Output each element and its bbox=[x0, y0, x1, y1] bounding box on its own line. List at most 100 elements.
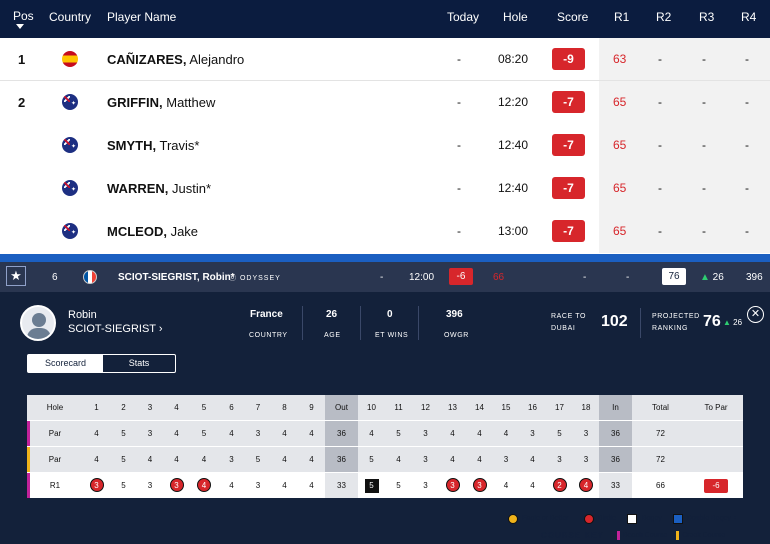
ranking-movement: ▲ 26 bbox=[700, 272, 724, 283]
scorecard-score-cell: 4 bbox=[573, 473, 599, 498]
star-favourite-icon[interactable]: ★ bbox=[6, 266, 26, 286]
player-name[interactable]: MCLEOD, Jake bbox=[107, 224, 199, 239]
chevron-down-icon[interactable] bbox=[16, 24, 24, 29]
round4-score: - bbox=[745, 181, 749, 195]
row-divider bbox=[0, 80, 770, 81]
scorecard-par-cell: 5 bbox=[358, 447, 385, 472]
bogey-legend-label: Bogey bbox=[642, 515, 662, 522]
scorecard-par-cell: 4 bbox=[83, 421, 110, 446]
header-r2: R2 bbox=[656, 10, 672, 24]
leaderboard-row[interactable]: MCLEOD, Jake - 13:00 -7 65 - - - bbox=[0, 210, 770, 253]
leaderboard-row[interactable]: 1 CAÑIZARES, Alejandro - 08:20 -9 63 - -… bbox=[0, 38, 770, 81]
birdie-marker: 3 bbox=[89, 478, 104, 492]
scorecard-hole-header: 15 bbox=[493, 395, 519, 420]
round4-score: - bbox=[745, 95, 749, 109]
double-bogey-legend-icon bbox=[673, 514, 683, 524]
accent-bar bbox=[0, 254, 770, 262]
tab-stats[interactable]: Stats bbox=[128, 358, 150, 368]
scorecard-par-cell: 4 bbox=[271, 447, 298, 472]
race-label-2: DUBAI bbox=[551, 325, 576, 332]
australia-flag-icon bbox=[62, 223, 78, 239]
scorecard-score-cell: 33 bbox=[599, 473, 632, 498]
beach-course-marker bbox=[27, 421, 30, 446]
sponsor-logo: ⓞ ODYSSEY bbox=[229, 275, 281, 282]
today-score: - bbox=[457, 181, 461, 195]
hole-time: 12:20 bbox=[498, 95, 529, 109]
scorecard-par-cell: 4 bbox=[439, 421, 466, 446]
leaderboard-header: Pos Country Player Name Today Hole Score… bbox=[0, 0, 770, 38]
player-name[interactable]: GRIFFIN, Matthew bbox=[107, 95, 216, 110]
selected-player-row[interactable]: ★ 6 SCIOT-SIEGRIST, Robin* ⓞ ODYSSEY - 1… bbox=[0, 262, 770, 292]
birdie-marker: 3 bbox=[472, 478, 487, 492]
scorecard-hole-header: 4 bbox=[163, 395, 190, 420]
scorecard-score-cell: 3 bbox=[439, 473, 466, 498]
today-score: - bbox=[457, 224, 461, 238]
hole-time: 12:40 bbox=[498, 181, 529, 195]
scorecard-par-cell: 4 bbox=[493, 421, 519, 446]
scorecard-par-cell: 36 bbox=[325, 421, 358, 446]
leaderboard-row[interactable]: 2 GRIFFIN, Matthew - 12:20 -7 65 - - - bbox=[0, 81, 770, 124]
scorecard-hole-header: 13 bbox=[439, 395, 466, 420]
total-score-badge: -6 bbox=[449, 268, 473, 285]
round1-score: 65 bbox=[613, 138, 627, 152]
scorecard-par-cell: 3 bbox=[519, 421, 546, 446]
scorecard-par-cell: 3 bbox=[245, 421, 271, 446]
scorecard-par-cell: 4 bbox=[163, 447, 190, 472]
player-name[interactable]: SCIOT-SIEGRIST, Robin* bbox=[118, 272, 235, 283]
creek-course-label: Creek Course bbox=[682, 532, 726, 539]
total-score-badge: -7 bbox=[552, 220, 585, 242]
scorecard-score-cell: 5 bbox=[121, 481, 126, 490]
round3-score: - bbox=[626, 272, 630, 283]
header-pos[interactable]: Pos bbox=[13, 9, 34, 23]
projected-movement: ▲ 26 bbox=[723, 318, 743, 327]
position: 6 bbox=[52, 272, 58, 283]
scorecard-score-cell: 3 bbox=[423, 481, 428, 490]
scorecard-par-cell: 3 bbox=[218, 447, 245, 472]
australia-flag-icon bbox=[62, 94, 78, 110]
today-score: - bbox=[457, 138, 461, 152]
player-name[interactable]: WARREN, Justin* bbox=[107, 181, 212, 196]
scorecard-par-cell: 4 bbox=[218, 421, 245, 446]
scorecard-hole-header: Total bbox=[632, 395, 689, 420]
scorecard-par-cell: 4 bbox=[298, 447, 325, 472]
round1-score: 65 bbox=[613, 95, 627, 109]
projected-label: PROJECTED bbox=[652, 313, 700, 320]
player-name[interactable]: SMYTH, Travis* bbox=[107, 138, 200, 153]
player-avatar bbox=[20, 305, 56, 341]
scorecard-par-cell: 4 bbox=[83, 447, 110, 472]
scorecard-score-cell: 3 bbox=[147, 481, 153, 490]
bogey-legend-icon bbox=[627, 514, 637, 524]
player-profile-link[interactable]: SCIOT-SIEGRIST › bbox=[68, 323, 163, 335]
scorecard-par-cell: 3 bbox=[573, 421, 599, 446]
close-icon[interactable]: ✕ bbox=[747, 306, 764, 323]
scorecard-hole-header: Out bbox=[325, 395, 358, 420]
total-score-badge: -9 bbox=[552, 48, 585, 70]
leaderboard-row[interactable]: WARREN, Justin* - 12:40 -7 65 - - - bbox=[0, 167, 770, 210]
header-r1: R1 bbox=[614, 10, 630, 24]
scorecard-score-cell: 33 bbox=[325, 473, 358, 498]
round3-score: - bbox=[702, 224, 706, 238]
tab-scorecard[interactable]: Scorecard bbox=[28, 355, 103, 372]
round2-score: - bbox=[658, 181, 662, 195]
owgr-value: 396 bbox=[746, 272, 763, 283]
scorecard-hole-header: 6 bbox=[218, 395, 245, 420]
scorecard-hole-header: 11 bbox=[385, 395, 412, 420]
scorecard-score-cell: 5 bbox=[396, 481, 401, 490]
player-name[interactable]: CAÑIZARES, Alejandro bbox=[107, 52, 245, 67]
projected-ranking-value: 76 bbox=[703, 313, 721, 330]
hole-time: 12:40 bbox=[498, 138, 529, 152]
scorecard-hole-header: 17 bbox=[546, 395, 573, 420]
scorecard-hole-header: 8 bbox=[271, 395, 298, 420]
round2-score: - bbox=[658, 52, 662, 66]
scorecard-hole-header: 9 bbox=[298, 395, 325, 420]
age-label: AGE bbox=[324, 332, 341, 339]
spain-flag-icon bbox=[62, 51, 78, 67]
round2-score: - bbox=[658, 224, 662, 238]
scorecard-hole-header: 18 bbox=[573, 395, 599, 420]
header-player: Player Name bbox=[107, 10, 177, 24]
scorecard-par-cell: 4 bbox=[298, 421, 325, 446]
leaderboard-row[interactable]: SMYTH, Travis* - 12:40 -7 65 - - - bbox=[0, 124, 770, 167]
total-score-badge: -7 bbox=[552, 91, 585, 113]
scorecard-score-cell: 4 bbox=[190, 473, 218, 498]
scorecard-par-cell: 4 bbox=[385, 447, 412, 472]
